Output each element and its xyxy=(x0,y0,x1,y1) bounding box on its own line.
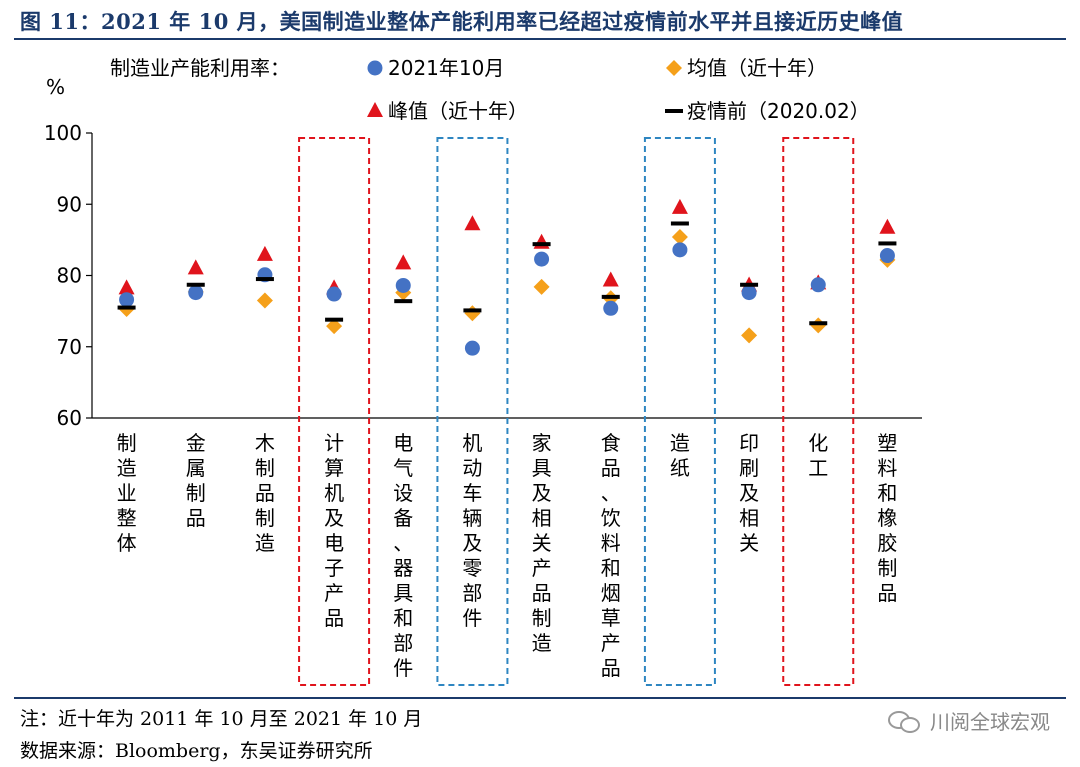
x-category-label: 家具及相关产品制造 xyxy=(532,431,552,655)
data-point-diamond xyxy=(533,278,550,295)
data-point-dash xyxy=(117,305,136,310)
x-category-label: 食品、饮料和烟草产品 xyxy=(601,431,621,680)
legend-marker-triangle xyxy=(367,102,383,117)
data-point-triangle xyxy=(256,245,273,261)
y-tick-label: 60 xyxy=(57,406,82,430)
legend-item: 均值（近十年） xyxy=(666,56,827,80)
y-tick-label: 80 xyxy=(57,264,82,288)
x-category-label: 金属制品 xyxy=(186,431,206,530)
data-point-triangle xyxy=(395,254,412,270)
y-tick-label: 100 xyxy=(44,121,82,145)
data-point-triangle xyxy=(464,215,481,231)
data-point-triangle xyxy=(879,218,896,234)
legend-label: 疫情前（2020.02） xyxy=(687,99,870,123)
data-point-dash xyxy=(394,299,413,304)
data-point-diamond xyxy=(326,318,343,335)
wechat-icon xyxy=(888,709,922,733)
highlight-box-blue xyxy=(436,137,509,686)
data-point-circle xyxy=(119,292,135,308)
capacity-utilization-chart: 60 70 80 90 100% 制造业整体 金属制品 木制品制造 计算机及电子产品 电气设备、器… xyxy=(44,56,922,686)
data-point-dash xyxy=(532,242,551,247)
data-point-diamond xyxy=(741,327,758,344)
data-point-dash xyxy=(878,241,897,246)
data-point-triangle xyxy=(602,271,619,287)
data-point-circle xyxy=(395,277,411,293)
watermark: 川阅全球宏观 xyxy=(888,706,1050,735)
data-point-circle xyxy=(603,300,619,316)
chart-source: 数据来源：Bloomberg，东吴证券研究所 xyxy=(20,740,373,762)
footer-rule xyxy=(14,697,1066,699)
data-point-dash xyxy=(809,321,828,326)
data-point-dash xyxy=(601,294,620,299)
data-point-circle xyxy=(672,242,688,258)
data-point-circle xyxy=(326,286,342,302)
highlight-box-red xyxy=(782,137,855,686)
data-point-dash xyxy=(670,221,689,226)
legend-item: 2021年10月 xyxy=(367,56,504,80)
x-category-label: 机动车辆及零部件 xyxy=(462,431,482,630)
data-point-circle xyxy=(188,285,204,301)
x-category-label: 制造业整体 xyxy=(117,431,137,555)
y-axis-unit: % xyxy=(46,75,65,99)
data-point-circle xyxy=(741,285,757,301)
x-category-label: 印刷及相关 xyxy=(739,431,759,555)
x-category-label: 木制品制造 xyxy=(255,431,275,555)
y-tick-label: 90 xyxy=(57,192,82,216)
legend-marker-diamond xyxy=(666,60,682,76)
data-point-circle xyxy=(810,277,826,293)
data-point-dash xyxy=(740,282,759,287)
title-rule xyxy=(14,38,1066,40)
legend-item: 峰值（近十年） xyxy=(367,99,528,123)
data-point-dash xyxy=(255,277,274,282)
data-point-triangle xyxy=(533,233,550,249)
legend-label: 峰值（近十年） xyxy=(388,99,528,123)
data-point-circle xyxy=(534,251,550,267)
data-point-circle xyxy=(879,248,895,264)
data-point-diamond xyxy=(671,229,688,246)
x-category-label: 计算机及电子产品 xyxy=(324,431,344,630)
legend-marker-dash xyxy=(665,109,683,113)
highlight-box-red xyxy=(298,137,371,686)
data-point-dash xyxy=(463,308,482,313)
chart-note: 注：近十年为 2011 年 10 月至 2021 年 10 月 xyxy=(20,708,423,730)
x-category-label: 塑料和橡胶制品 xyxy=(877,431,897,605)
data-point-triangle xyxy=(671,198,688,214)
x-category-label: 造纸 xyxy=(670,431,690,480)
data-point-dash xyxy=(186,282,205,287)
figure-title: 图 11：2021 年 10 月，美国制造业整体产能利用率已经超过疫情前水平并且… xyxy=(20,9,904,34)
data-point-circle xyxy=(464,340,480,356)
x-category-label: 电气设备、器具和部件 xyxy=(393,431,413,680)
x-category-label: 化工 xyxy=(808,431,828,480)
data-point-triangle xyxy=(118,279,135,295)
legend-label: 2021年10月 xyxy=(388,56,504,80)
data-point-triangle xyxy=(187,259,204,275)
legend-item: 疫情前（2020.02） xyxy=(665,99,870,123)
legend-marker-circle xyxy=(367,60,383,76)
data-point-diamond xyxy=(256,292,273,309)
data-point-diamond xyxy=(464,305,481,322)
highlight-box-blue xyxy=(643,137,716,686)
legend-title: 制造业产能利用率： xyxy=(110,56,290,80)
y-tick-label: 70 xyxy=(57,335,82,359)
watermark-text: 川阅全球宏观 xyxy=(930,710,1050,734)
data-point-dash xyxy=(325,317,344,322)
legend-label: 均值（近十年） xyxy=(687,56,827,80)
data-point-diamond xyxy=(810,317,827,334)
